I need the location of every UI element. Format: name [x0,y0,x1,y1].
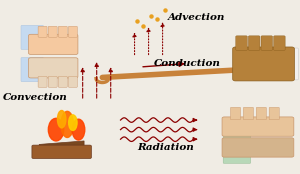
Text: Radiation: Radiation [137,143,194,152]
Text: Convection: Convection [3,93,68,102]
FancyBboxPatch shape [38,76,47,87]
FancyBboxPatch shape [68,76,77,87]
FancyBboxPatch shape [243,107,254,120]
FancyBboxPatch shape [48,76,57,87]
FancyBboxPatch shape [223,130,250,163]
FancyBboxPatch shape [32,145,92,159]
Ellipse shape [72,119,85,140]
FancyBboxPatch shape [38,26,47,37]
FancyBboxPatch shape [48,26,57,37]
Text: Advection: Advection [168,13,225,22]
Ellipse shape [57,110,66,128]
Ellipse shape [61,111,74,137]
FancyBboxPatch shape [236,36,247,50]
FancyBboxPatch shape [268,48,298,80]
FancyBboxPatch shape [58,76,67,87]
FancyBboxPatch shape [21,57,44,82]
Ellipse shape [48,118,64,141]
FancyBboxPatch shape [269,107,279,120]
FancyBboxPatch shape [233,47,294,81]
FancyBboxPatch shape [274,36,285,50]
Text: Conduction: Conduction [154,59,221,68]
FancyBboxPatch shape [68,26,77,37]
FancyBboxPatch shape [230,107,241,120]
Ellipse shape [69,115,77,130]
FancyBboxPatch shape [261,36,272,50]
FancyBboxPatch shape [248,36,260,50]
FancyBboxPatch shape [28,58,78,78]
FancyBboxPatch shape [58,26,67,37]
FancyBboxPatch shape [256,107,266,120]
FancyBboxPatch shape [222,117,294,136]
FancyBboxPatch shape [28,34,78,54]
Polygon shape [39,141,84,151]
FancyBboxPatch shape [21,25,44,50]
FancyBboxPatch shape [222,138,294,157]
